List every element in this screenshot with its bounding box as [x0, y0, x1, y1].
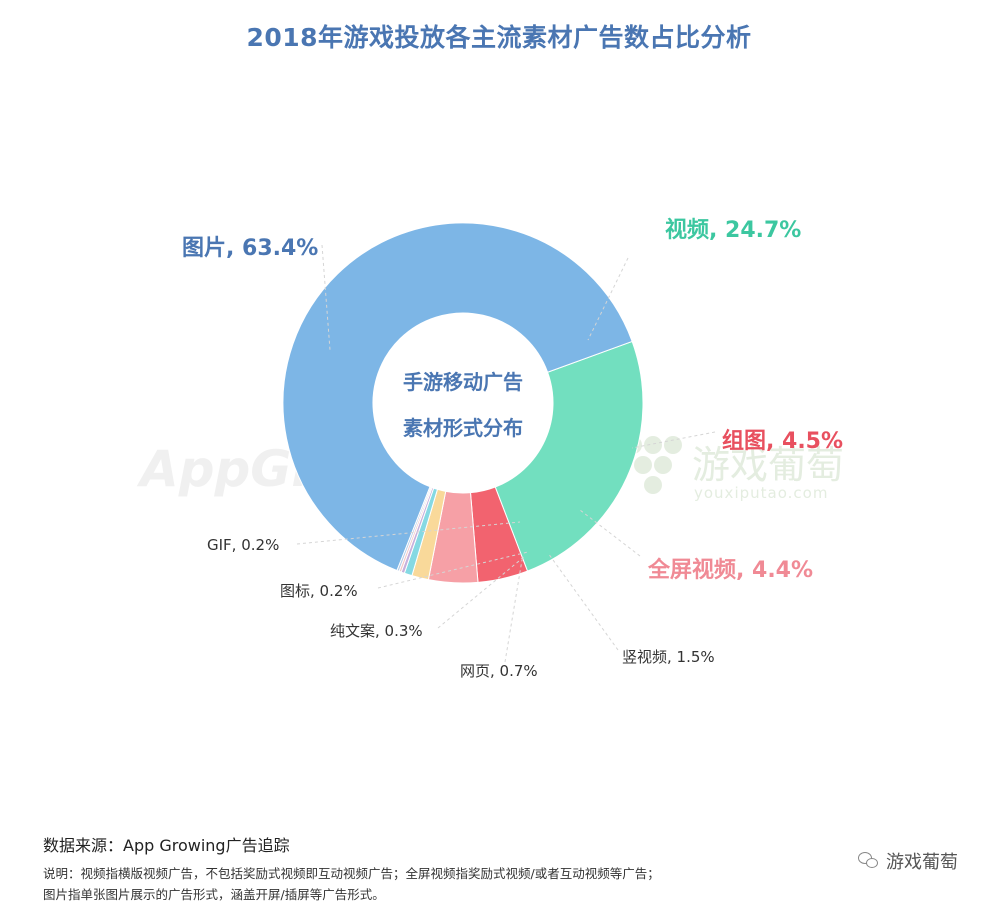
- center-label-line-1: 手游移动广告: [403, 370, 523, 394]
- slice-label-1: 视频, 24.7%: [665, 218, 802, 243]
- slice-label-2: 组图, 4.5%: [722, 429, 844, 454]
- slice-label-9: 图片, 63.4%: [182, 236, 319, 261]
- slice-9: [282, 222, 633, 572]
- slice-label-3: 全屏视频, 4.4%: [648, 558, 814, 583]
- leader-line-4: [547, 552, 619, 651]
- wechat-account-name: 游戏葡萄: [886, 852, 958, 873]
- center-label-line-2: 素材形式分布: [403, 416, 523, 440]
- slice-label-6: 纯文案, 0.3%: [330, 622, 423, 640]
- wechat-icon: [858, 852, 880, 870]
- leader-line-7: [377, 551, 529, 589]
- slice-1: [494, 340, 644, 572]
- chart-title: 2018年游戏投放各主流素材广告数占比分析: [246, 23, 752, 52]
- wechat-badge: 游戏葡萄: [858, 848, 958, 874]
- slice-label-4: 竖视频, 1.5%: [622, 648, 715, 666]
- leader-line-2: [631, 431, 716, 449]
- leader-line-6: [437, 555, 526, 629]
- slice-label-7: 图标, 0.2%: [280, 582, 358, 600]
- slice-label-8: GIF, 0.2%: [207, 536, 280, 554]
- slice-label-5: 网页, 0.7%: [460, 662, 538, 680]
- note-line-2: 图片指单张图片展示的广告形式，涵盖开屏/插屏等广告形式。: [43, 887, 385, 902]
- watermark-cn: 游戏葡萄: [692, 443, 845, 487]
- leader-line-3: [579, 509, 641, 557]
- note-line-1: 说明：视频指横版视频广告，不包括奖励式视频即互动视频广告；全屏视频指奖励式视频/…: [43, 866, 660, 881]
- leader-line-5: [504, 559, 523, 663]
- grape-logo-icon: [622, 434, 686, 498]
- watermark-en: youxiputao.com: [694, 484, 829, 502]
- leader-line-8: [296, 521, 521, 545]
- data-source: 数据来源：App Growing广告追踪: [43, 836, 290, 855]
